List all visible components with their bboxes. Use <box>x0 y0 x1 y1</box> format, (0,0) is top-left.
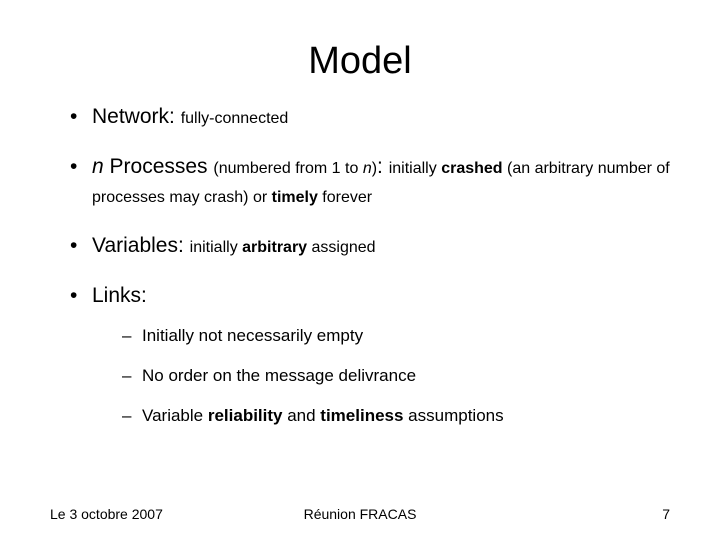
variables-arbitrary: arbitrary <box>242 239 307 256</box>
sub-variable-assumptions: Variable reliability and timeliness assu… <box>122 405 670 427</box>
variables-t1: initially <box>190 239 242 256</box>
processes-label: Processes <box>104 155 214 178</box>
variables-label: Variables: <box>92 234 190 257</box>
processes-t3: forever <box>318 189 372 206</box>
slide-title: Model <box>50 40 670 83</box>
sub3-timeliness: timeliness <box>320 406 403 425</box>
bullet-variables: Variables: initially arbitrary assigned <box>70 232 670 260</box>
processes-crashed: crashed <box>441 160 502 177</box>
footer-meeting: Réunion FRACAS <box>50 506 670 522</box>
network-label: Network: <box>92 105 181 128</box>
processes-timely: timely <box>272 189 318 206</box>
processes-paren1: (numbered from 1 to <box>213 160 362 177</box>
network-value: fully-connected <box>181 110 289 127</box>
variables-t2: assigned <box>307 239 376 256</box>
sub-no-order: No order on the message delivrance <box>122 365 670 387</box>
processes-colon: : <box>377 155 389 178</box>
bullet-links: Links: Initially not necessarily empty N… <box>70 282 670 427</box>
sub-initially-empty: Initially not necessarily empty <box>122 325 670 347</box>
processes-n2: n <box>363 160 372 177</box>
processes-t1: initially <box>389 160 441 177</box>
bullet-list: Network: fully-connected n Processes (nu… <box>50 103 670 427</box>
links-label: Links: <box>92 284 147 307</box>
links-sublist: Initially not necessarily empty No order… <box>92 325 670 427</box>
sub3-reliability: reliability <box>208 406 283 425</box>
sub3-c: assumptions <box>403 406 503 425</box>
bullet-network: Network: fully-connected <box>70 103 670 131</box>
slide: Model Network: fully-connected n Process… <box>0 0 720 540</box>
footer: Le 3 octobre 2007 Réunion FRACAS 7 <box>50 506 670 522</box>
sub3-a: Variable <box>142 406 208 425</box>
processes-n: n <box>92 155 104 178</box>
bullet-processes: n Processes (numbered from 1 to n): init… <box>70 153 670 210</box>
sub3-b: and <box>282 406 320 425</box>
